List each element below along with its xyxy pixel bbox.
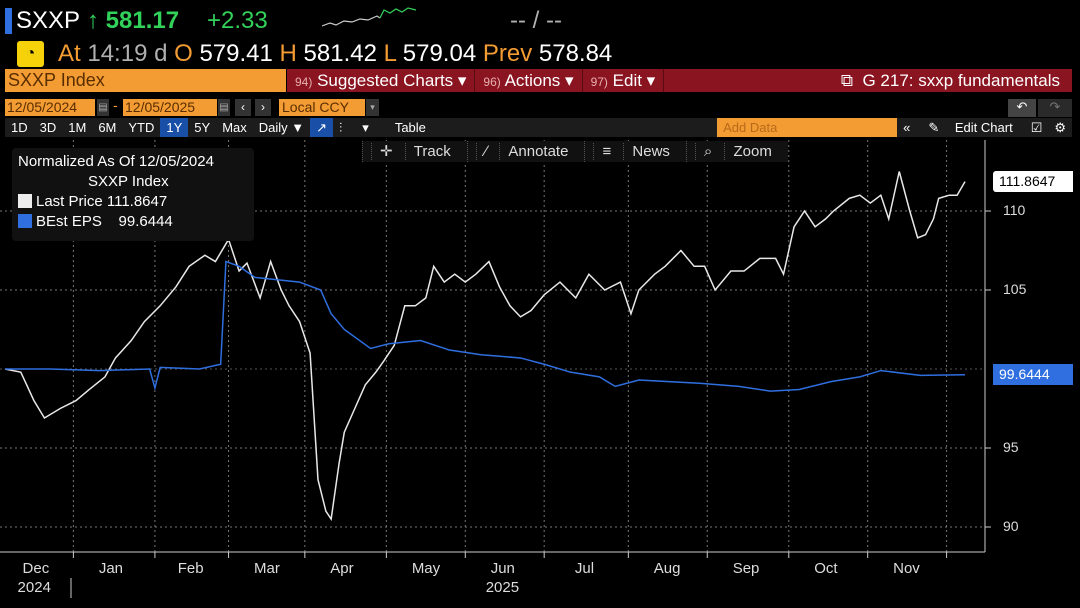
external-link-icon: ⧉ bbox=[840, 71, 854, 90]
low-label: L bbox=[383, 40, 397, 67]
security-input[interactable]: SXXP Index bbox=[5, 69, 286, 92]
high-label: H bbox=[279, 40, 297, 67]
x-tick-label: Nov bbox=[893, 560, 920, 577]
news-button[interactable]: ≡ News bbox=[584, 141, 685, 162]
x-tick-label: May bbox=[411, 560, 441, 577]
period-ytd[interactable]: YTD bbox=[128, 120, 155, 135]
at-label: At bbox=[58, 40, 81, 67]
open-value: 579.41 bbox=[199, 40, 273, 67]
menu-edit[interactable]: 97) Edit ▾ bbox=[583, 69, 665, 92]
search-icon: ⌕ bbox=[694, 143, 721, 160]
period-1d[interactable]: 1D bbox=[11, 120, 28, 135]
x-tick-label: Feb bbox=[177, 560, 204, 577]
price-change: +2.33 bbox=[207, 7, 268, 34]
crosshair-icon: ✛ bbox=[371, 143, 401, 160]
legend-item-best-eps[interactable]: BEst EPS 99.6444 bbox=[18, 212, 248, 232]
pen-icon: ∕ bbox=[475, 143, 496, 160]
annotate-button[interactable]: ∕ Annotate bbox=[466, 141, 585, 162]
zoom-button[interactable]: ⌕ Zoom bbox=[685, 141, 788, 162]
y-tick-label: 95 bbox=[1003, 439, 1019, 455]
x-tick-label: Dec bbox=[22, 560, 50, 577]
menu-bar: 94) Suggested Charts ▾ 96) Actions ▾ 97)… bbox=[287, 69, 1072, 92]
add-data-input[interactable]: Add Data bbox=[717, 118, 898, 137]
gear-icon[interactable]: ⚙ bbox=[1054, 120, 1066, 135]
edit-chart-button[interactable]: ✎ Edit Chart bbox=[916, 118, 1024, 137]
list-icon: ≡ bbox=[593, 143, 620, 160]
legend-item-last-price[interactable]: Last Price 111.8647 bbox=[18, 192, 248, 212]
period-6m[interactable]: 6M bbox=[98, 120, 117, 135]
x-tick-label: Oct bbox=[814, 560, 838, 577]
line-chart-icon[interactable]: ↗ bbox=[310, 118, 334, 137]
currency-select[interactable]: Local CCY bbox=[279, 99, 365, 116]
up-arrow-icon: ↑ bbox=[87, 7, 99, 34]
y-tick-label: 90 bbox=[1003, 518, 1019, 534]
open-label: O bbox=[174, 40, 193, 67]
x-year-label: 2024 bbox=[17, 579, 51, 596]
x-tick-label: Mar bbox=[254, 560, 280, 577]
chart-type-dropdown[interactable]: ▾ bbox=[362, 120, 369, 135]
chart-legend: Normalized As Of 12/05/2024 SXXP Index L… bbox=[12, 148, 254, 241]
period-5y[interactable]: 5Y bbox=[194, 120, 211, 135]
next-range-button[interactable]: › bbox=[255, 99, 271, 116]
period-3d[interactable]: 3D bbox=[39, 120, 57, 135]
low-value: 579.04 bbox=[402, 40, 477, 67]
table-button[interactable]: Table bbox=[394, 120, 426, 135]
period-1m[interactable]: 1M bbox=[68, 120, 87, 135]
series-last-price[interactable] bbox=[4, 171, 966, 522]
sparkline-icon bbox=[322, 7, 417, 27]
prev-label: Prev bbox=[482, 40, 533, 67]
menu-fundamentals-link[interactable]: ⧉ G 217: sxxp fundamentals bbox=[840, 71, 1060, 90]
calendar-icon[interactable]: ▤ bbox=[218, 99, 230, 116]
chevron-down-icon[interactable]: ▾ bbox=[366, 99, 379, 116]
bar-chart-icon[interactable]: ⫶ bbox=[339, 120, 343, 135]
track-button[interactable]: ✛ Track bbox=[362, 141, 467, 162]
bid-ask: -- / -- bbox=[510, 7, 562, 34]
y-tick-label: 110 bbox=[1003, 202, 1026, 218]
start-date-input[interactable]: 12/05/2024 bbox=[5, 99, 95, 116]
menu-suggested-charts[interactable]: 94) Suggested Charts ▾ bbox=[287, 69, 476, 92]
x-tick-label: Apr bbox=[330, 560, 354, 577]
series-best-eps[interactable] bbox=[5, 260, 966, 392]
prev-range-button[interactable]: ‹ bbox=[235, 99, 251, 116]
legend-title: Normalized As Of 12/05/2024 bbox=[18, 153, 214, 170]
chart-controls: ✛ Track ∕ Annotate ≡ News ⌕ Zoom bbox=[362, 141, 788, 162]
quote-time: 14:19 d bbox=[87, 40, 168, 67]
pencil-icon: ✎ bbox=[928, 120, 940, 135]
high-value: 581.42 bbox=[303, 40, 377, 67]
frequency-select[interactable]: Daily ▼ bbox=[258, 120, 305, 135]
last-price-tag: 111.8647 bbox=[993, 171, 1073, 192]
legend-subtitle: SXXP Index bbox=[88, 173, 169, 190]
annotation-edit-icon[interactable]: ☑ bbox=[1030, 120, 1043, 135]
security-color-marker bbox=[5, 8, 12, 34]
period-1y[interactable]: 1Y bbox=[160, 118, 189, 137]
chart-toolbar: 1D 3D 1M 6M YTD 1Y 5Y Max Daily ▼ ↗ ⫶ ▾ … bbox=[5, 118, 1072, 137]
period-max[interactable]: Max bbox=[222, 120, 247, 135]
x-tick-label: Jul bbox=[574, 560, 595, 577]
last-price: 581.17 bbox=[105, 7, 180, 34]
gauge-icon[interactable]: ◔ bbox=[17, 41, 44, 67]
x-tick-label: Sep bbox=[732, 560, 760, 577]
calendar-icon[interactable]: ▤ bbox=[97, 99, 109, 116]
menu-actions[interactable]: 96) Actions ▾ bbox=[475, 69, 583, 92]
redo-button[interactable]: ↷ bbox=[1038, 99, 1072, 117]
date-separator: - bbox=[113, 97, 118, 113]
eps-tag: 99.6444 bbox=[993, 364, 1073, 385]
collapse-icon[interactable]: « bbox=[903, 120, 911, 135]
prev-value: 578.84 bbox=[538, 40, 613, 67]
y-tick-label: 105 bbox=[1003, 281, 1027, 297]
x-tick-label: Aug bbox=[653, 560, 681, 577]
x-tick-label: Jun bbox=[490, 560, 515, 577]
x-tick-label: Jan bbox=[98, 560, 124, 577]
undo-button[interactable]: ↶ bbox=[1008, 99, 1036, 117]
end-date-input[interactable]: 12/05/2025 bbox=[123, 99, 217, 116]
x-year-label: 2025 bbox=[485, 579, 520, 596]
ticker: SXXP bbox=[16, 7, 81, 34]
